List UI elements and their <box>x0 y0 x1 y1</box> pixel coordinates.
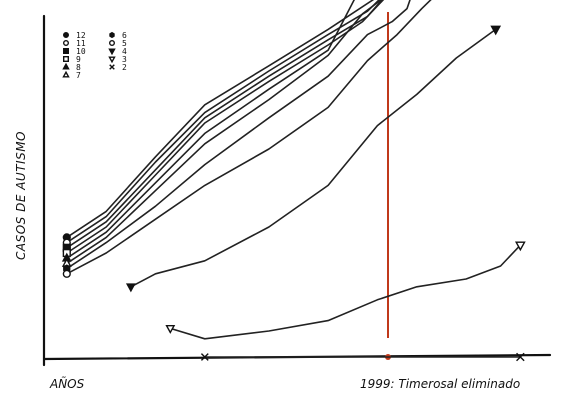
legend-marker-8 <box>108 40 115 47</box>
legend-label-8: 5 <box>122 39 127 48</box>
legend-label-6: 7 <box>76 71 81 80</box>
series-11-end-point <box>516 352 525 362</box>
legend-label-9: 4 <box>122 47 127 56</box>
x-axis-label: AÑOS <box>49 376 85 391</box>
legend-label-1: 12 <box>76 31 86 40</box>
series-line-6 <box>66 0 383 265</box>
y-axis-label: CASOS DE AUTISMO <box>14 131 28 260</box>
legend-marker-11 <box>109 64 115 70</box>
series-line-10 <box>169 244 522 340</box>
series-line-7 <box>66 0 411 270</box>
series-line-1 <box>66 0 375 239</box>
series-line-9 <box>130 28 497 288</box>
legend-label-11: 2 <box>122 63 127 72</box>
series-10-end-point <box>514 241 526 252</box>
series-11-start-point <box>200 353 209 361</box>
series-line-2 <box>66 0 381 244</box>
legend-marker-7 <box>109 31 115 39</box>
series-8-start-point <box>62 269 71 278</box>
legend-marker-5 <box>62 62 70 70</box>
legend-label-2: 11 <box>76 39 86 48</box>
series-line-5 <box>66 0 355 260</box>
series-layer <box>61 0 526 362</box>
series-line-3 <box>66 0 383 249</box>
legend-label-3: 10 <box>76 47 86 56</box>
legend-marker-3 <box>63 48 70 55</box>
legend-marker-2 <box>63 40 70 47</box>
legend-label-4: 9 <box>76 55 81 64</box>
series-10-start-point <box>165 324 176 334</box>
legend-marker-1 <box>63 32 70 39</box>
legend-label-5: 8 <box>76 63 81 72</box>
series-9-end-point <box>490 25 502 36</box>
series-9-start-point <box>125 283 136 293</box>
timerosal-annotation: 1999: Timerosal eliminado <box>360 377 520 391</box>
legend-label-7: 6 <box>122 31 127 40</box>
series-line-8 <box>66 0 432 275</box>
legend-marker-4 <box>63 56 70 63</box>
legend-marker-9 <box>108 48 116 56</box>
legend-marker-10 <box>108 56 116 64</box>
legend-label-10: 3 <box>122 55 127 64</box>
legend-marker-6 <box>62 70 70 78</box>
series-line-4 <box>66 0 385 254</box>
